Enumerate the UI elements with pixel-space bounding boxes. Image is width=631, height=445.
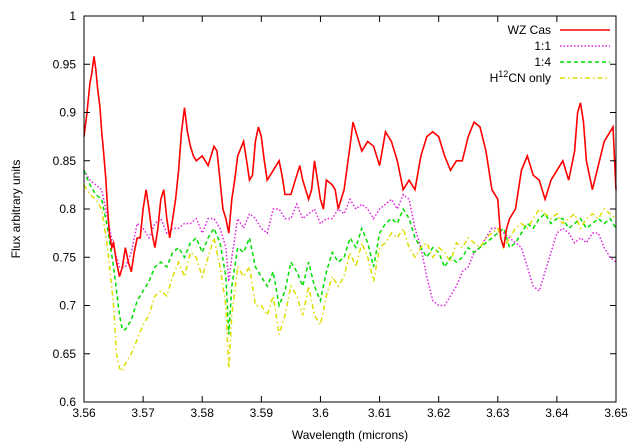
x-tick-label: 3.58 xyxy=(191,406,215,420)
x-tick-label: 3.62 xyxy=(427,406,451,420)
x-tick-labels: 3.56 3.57 3.58 3.59 3.6 3.61 3.62 3.63 3.64 3.65 xyxy=(72,406,628,420)
axis-ticks xyxy=(83,15,617,403)
y-tick-label: 1 xyxy=(69,9,76,23)
y-axis-label: Flux arbitrary units xyxy=(9,160,23,259)
series-line-2 xyxy=(83,170,617,335)
y-tick-label: 0.75 xyxy=(53,250,77,264)
x-axis-label: Wavelength (microns) xyxy=(292,428,408,442)
x-tick-label: 3.6 xyxy=(312,406,329,420)
y-tick-label: 0.6 xyxy=(59,395,76,409)
x-tick-label: 3.59 xyxy=(250,406,274,420)
x-tick-label: 3.61 xyxy=(368,406,392,420)
y-tick-label: 0.8 xyxy=(59,202,76,216)
legend-label-3: H12CN only xyxy=(490,69,551,85)
legend-label-0: WZ Cas xyxy=(508,23,551,37)
y-tick-label: 0.65 xyxy=(53,347,77,361)
x-tick-label: 3.56 xyxy=(72,406,96,420)
y-tick-label: 0.95 xyxy=(53,57,77,71)
y-tick-labels: 0.6 0.65 0.7 0.75 0.8 0.85 0.9 0.95 1 xyxy=(53,9,77,409)
y-tick-label: 0.9 xyxy=(59,106,76,120)
plot-lines xyxy=(83,56,617,373)
x-tick-label: 3.65 xyxy=(604,406,628,420)
x-tick-label: 3.64 xyxy=(545,406,569,420)
legend-label-1: 1:1 xyxy=(534,39,551,53)
series-line-3 xyxy=(83,184,617,373)
y-tick-label: 0.7 xyxy=(59,299,76,313)
series-line-0 xyxy=(83,56,617,277)
x-tick-label: 3.63 xyxy=(486,406,510,420)
y-tick-label: 0.85 xyxy=(53,154,77,168)
legend-label-2: 1:4 xyxy=(534,55,551,69)
x-tick-label: 3.57 xyxy=(131,406,155,420)
